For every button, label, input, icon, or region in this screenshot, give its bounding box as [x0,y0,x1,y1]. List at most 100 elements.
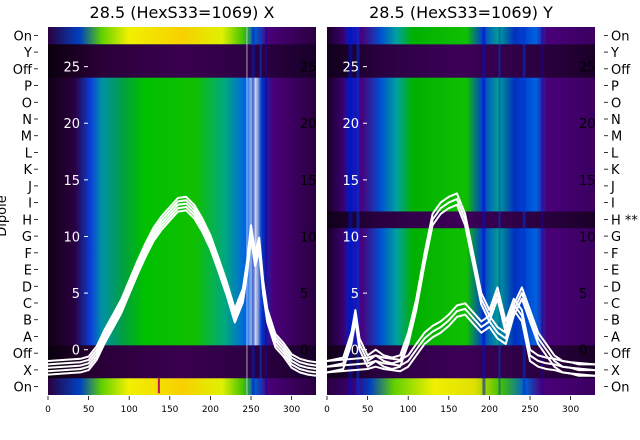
x-tick-label: 150 [161,405,178,415]
right-x-ticks: 0 50 100 150 200 250 300 [324,396,579,415]
overlay-y-tick-label-edge: 25 [300,61,317,76]
heatmap-row [48,328,316,346]
dipole-row-label: Off [611,347,631,362]
x-tick-label: 150 [440,405,457,415]
heatmap-streak [265,27,268,395]
heatmap-row [327,244,595,262]
dipole-row-label: I [611,197,615,212]
heatmap-row [327,160,595,179]
overlay-y-tick-label: 15 [63,174,80,189]
dipole-row-label: I [28,197,32,212]
heatmap-row [327,60,595,78]
dipole-row-label: M [611,130,622,145]
overlay-y-tick-label: 25 [63,61,80,76]
heatmap-row [327,277,595,296]
overlay-y-tick-label: 20 [342,117,359,132]
dipole-row-label: K [23,163,32,178]
overlay-y-tick-label: 0 [351,344,359,359]
heatmap-row [48,43,316,61]
heatmap-row [327,328,595,346]
x-tick-label: 200 [481,405,498,415]
heatmap-on-row [327,27,595,45]
overlay-y-tick-label-edge: 0 [579,344,587,359]
right-overlay-y-ticks: 0 5 10 15 20 25 0 5 10 15 20 25 [342,61,595,359]
dipole-row-label: P [611,80,619,95]
overlay-y-tick-label: 15 [342,174,359,189]
dipole-row-label: X [23,364,32,379]
dipole-row-label: C [23,297,32,312]
heatmap-on-row [48,27,316,45]
overlay-y-tick-label: 5 [72,287,80,302]
heatmap-row [48,211,316,229]
dipole-row-label: M [21,130,32,145]
overlay-y-tick-label-edge: 25 [579,61,596,76]
dipole-row-label: B [611,314,620,329]
overlay-y-tick-label-edge: 0 [300,344,308,359]
x-tick-label: 100 [121,405,138,415]
overlay-curve-3 [48,199,316,367]
dipole-row-label: F [25,247,32,262]
heatmap-row [327,211,595,229]
heatmap-streak [541,27,544,395]
heatmap-row [327,77,595,95]
x-tick-label: 0 [324,405,330,415]
heatmap-on-row [48,378,316,395]
dipole-row-label: On [611,29,629,44]
left-overlay-curves [48,195,316,377]
dipole-row-label: G [22,230,32,245]
dipole-row-label: H ** [611,213,638,228]
overlay-y-tick-label: 20 [63,117,80,132]
dipole-row-label: Y [23,46,32,61]
dipole-row-label: J [610,180,615,195]
x-tick-label: 50 [83,405,95,415]
heatmap-row [48,344,316,363]
heatmap-row [48,177,316,195]
heatmap-row [327,227,595,245]
x-tick-label: 0 [45,405,51,415]
dipole-row-label: D [611,280,621,295]
dipole-row-label: O [22,96,32,111]
overlay-y-tick-label-edge: 20 [300,117,317,132]
heatmap-row [327,144,595,162]
overlay-curve-4 [327,292,595,372]
heatmap-row [327,177,595,195]
dipole-row-label: B [23,314,32,329]
heatmap-row [327,361,595,379]
left-panel-title: 28.5 (HexS33=1069) X [90,3,275,22]
heatmap-row [48,227,316,245]
x-tick-label: 300 [283,405,300,415]
dipole-axis-label: Dipole [0,195,10,236]
heatmap-on-row [327,378,595,395]
overlay-y-tick-label: 10 [342,230,359,245]
overlay-y-tick-label-edge: 10 [579,230,596,245]
x-tick-label: 250 [242,405,259,415]
overlay-y-tick-label: 10 [63,230,80,245]
x-tick-label: 250 [521,405,538,415]
heatmap-streak [259,27,262,395]
heatmap-streak [348,27,353,395]
overlay-y-tick-label-edge: 15 [579,174,596,189]
dipole-row-label: Off [611,63,631,78]
heatmap-row [48,311,316,329]
heatmap-row [48,93,316,112]
dipole-row-label: On [611,381,629,396]
heatmap-row [48,60,316,78]
dipole-row-label: X [611,364,620,379]
heatmap-streak [498,27,501,395]
overlay-y-tick-label-edge: 10 [300,230,317,245]
overlay-y-tick-label: 5 [351,287,359,302]
dipole-row-label: Off [13,347,33,362]
dipole-row-label: On [14,381,32,396]
overlay-y-tick-label-edge: 5 [579,287,587,302]
overlay-y-tick-label-edge: 20 [579,117,596,132]
dipole-row-label: L [611,146,619,161]
dipole-row-label: K [611,163,620,178]
heatmap-row [48,261,316,279]
overlay-curve-1 [327,198,595,372]
heatmap-row [48,144,316,162]
left-x-ticks: 0 50 100 150 200 250 300 [45,396,300,415]
heatmap-row [327,261,595,279]
